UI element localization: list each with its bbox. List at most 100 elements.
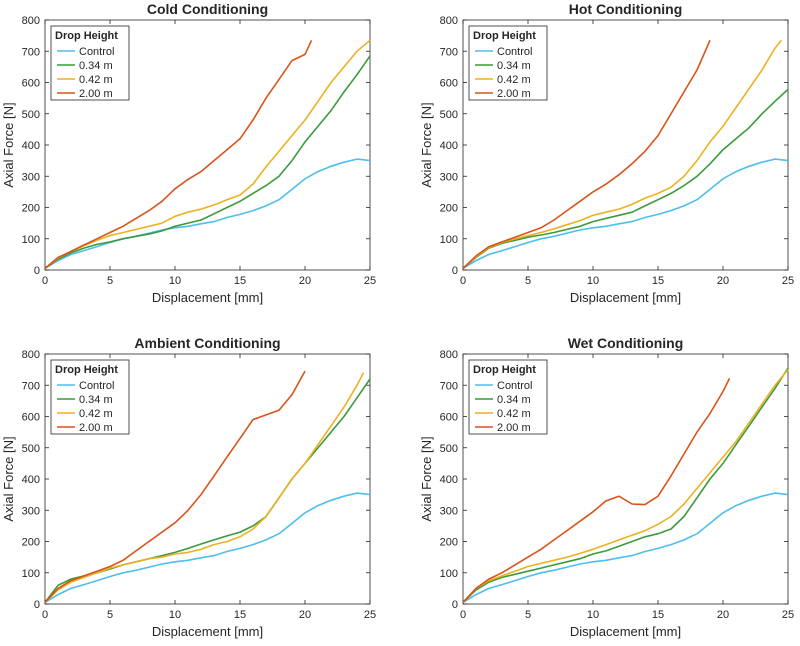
legend-box [468, 25, 548, 101]
legend-label: Control [79, 380, 114, 392]
y-tick-label: 700 [440, 46, 458, 58]
legend-title: Drop Height [473, 30, 536, 42]
x-tick-label: 10 [169, 609, 181, 621]
series-line-1 [44, 492, 371, 604]
x-axis-label: Displacement [mm] [570, 290, 681, 305]
y-tick-label: 500 [22, 109, 40, 121]
x-axis-label: Displacement [mm] [570, 624, 681, 639]
series-line-2 [462, 88, 789, 270]
x-tick-label: 0 [460, 609, 466, 621]
y-tick-label: 100 [440, 568, 458, 580]
x-axis-label: Displacement [mm] [152, 290, 263, 305]
x-tick-label: 15 [234, 609, 246, 621]
legend: Drop Height Control 0.34 m 0.42 m 2.00 m [50, 25, 130, 101]
series-line-3 [462, 369, 789, 603]
y-tick-label: 700 [22, 380, 40, 392]
x-tick-label: 20 [299, 609, 311, 621]
y-tick-label: 100 [440, 234, 458, 246]
y-tick-label: 200 [440, 203, 458, 215]
y-axis-label: Axial Force [N] [419, 436, 434, 521]
y-tick-label: 100 [22, 568, 40, 580]
x-tick-label: 5 [525, 275, 531, 287]
y-tick-label: 0 [34, 265, 40, 277]
legend-label: 0.42 m [79, 408, 113, 420]
legend-label: Control [497, 380, 532, 392]
y-tick-label: 500 [440, 443, 458, 455]
y-axis-label: Axial Force [N] [1, 102, 16, 187]
y-tick-label: 200 [440, 537, 458, 549]
chart-panel-1: Cold Conditioning 0 5 10 15 20 25 0 100 200 300 400… [1, 1, 376, 305]
legend-label: 0.42 m [497, 74, 531, 86]
x-tick-label: 25 [782, 275, 794, 287]
y-tick-label: 500 [22, 443, 40, 455]
y-tick-label: 700 [440, 380, 458, 392]
legend-label: 2.00 m [79, 422, 113, 434]
legend-label: 0.34 m [79, 394, 113, 406]
y-tick-label: 800 [440, 15, 458, 27]
series-line-4 [44, 39, 313, 270]
series-line-2 [44, 55, 371, 270]
x-tick-label: 20 [717, 609, 729, 621]
legend-label: 0.34 m [497, 394, 531, 406]
legend-label: 2.00 m [79, 88, 113, 100]
legend-label: 2.00 m [497, 88, 531, 100]
legend-label: Control [79, 46, 114, 58]
legend: Drop Height Control 0.34 m 0.42 m 2.00 m [50, 359, 130, 435]
x-tick-label: 25 [364, 609, 376, 621]
y-tick-label: 400 [22, 474, 40, 486]
y-tick-label: 300 [22, 171, 40, 183]
legend-label: Control [497, 46, 532, 58]
x-tick-label: 15 [652, 609, 664, 621]
series-line-3 [462, 39, 783, 269]
y-tick-label: 300 [440, 505, 458, 517]
x-tick-label: 10 [587, 275, 599, 287]
x-tick-label: 0 [460, 275, 466, 287]
y-tick-label: 800 [22, 15, 40, 27]
chart-title: Wet Conditioning [568, 335, 684, 351]
legend-title: Drop Height [55, 364, 118, 376]
series-line-1 [44, 158, 371, 270]
chart-title: Hot Conditioning [569, 1, 683, 17]
series-line-3 [44, 372, 365, 603]
y-tick-label: 300 [22, 505, 40, 517]
x-tick-label: 0 [42, 275, 48, 287]
y-tick-label: 500 [440, 109, 458, 121]
legend-label: 0.42 m [79, 74, 113, 86]
y-axis-label: Axial Force [N] [1, 436, 16, 521]
y-tick-label: 800 [22, 349, 40, 361]
legend-box [50, 25, 130, 101]
x-tick-label: 10 [587, 609, 599, 621]
series-line-2 [462, 367, 789, 603]
legend-label: 0.34 m [497, 60, 531, 72]
y-tick-label: 800 [440, 349, 458, 361]
y-tick-label: 0 [452, 265, 458, 277]
chart-title: Cold Conditioning [147, 1, 268, 17]
series-line-1 [462, 158, 789, 270]
series-line-3 [44, 39, 371, 270]
series-line-4 [44, 370, 306, 603]
y-tick-label: 600 [440, 78, 458, 90]
x-tick-label: 0 [42, 609, 48, 621]
y-axis-label: Axial Force [N] [419, 102, 434, 187]
x-tick-label: 20 [717, 275, 729, 287]
x-tick-label: 5 [107, 275, 113, 287]
legend-label: 2.00 m [497, 422, 531, 434]
legend-box [50, 359, 130, 435]
legend-title: Drop Height [473, 364, 536, 376]
y-tick-label: 200 [22, 537, 40, 549]
legend-title: Drop Height [55, 30, 118, 42]
y-tick-label: 600 [440, 412, 458, 424]
legend: Drop Height Control 0.34 m 0.42 m 2.00 m [468, 359, 548, 435]
y-tick-label: 0 [34, 599, 40, 611]
x-tick-label: 5 [107, 609, 113, 621]
y-tick-label: 400 [440, 474, 458, 486]
series-line-4 [462, 378, 731, 603]
chart-panel-3: Ambient Conditioning 0 5 10 15 20 25 0 100 200 300… [1, 335, 376, 639]
chart-panel-2: Hot Conditioning 0 5 10 15 20 25 0 100 200 300 400 5… [419, 1, 794, 305]
x-tick-label: 15 [234, 275, 246, 287]
x-tick-label: 5 [525, 609, 531, 621]
y-tick-label: 700 [22, 46, 40, 58]
y-tick-label: 600 [22, 78, 40, 90]
series-line-4 [462, 39, 711, 269]
